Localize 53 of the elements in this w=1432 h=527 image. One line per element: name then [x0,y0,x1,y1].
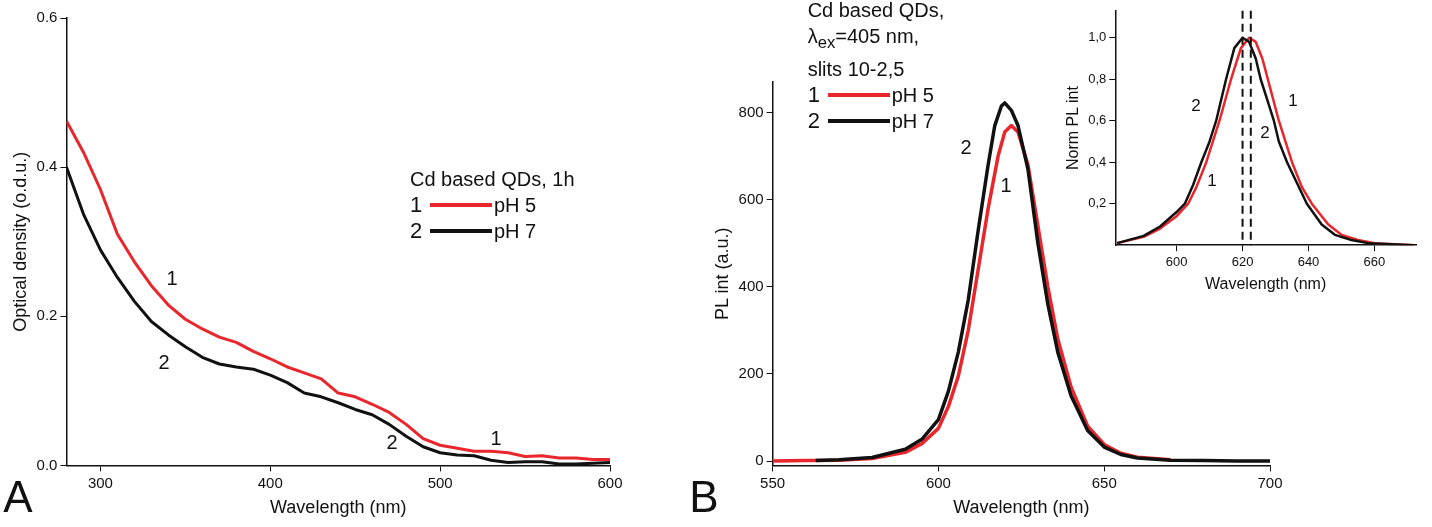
x-tick-label: 660 [1363,253,1386,269]
y-tick-label: 0.6 [36,8,58,26]
y-axis-title: Norm PL int [1064,85,1082,170]
text: 1 [410,191,423,217]
y-tick-label: 0,8 [1088,70,1107,86]
annotation: 2 [158,351,170,373]
x-tick-label: 500 [427,473,453,491]
annotation: 2 [386,431,398,453]
text: B [689,472,719,521]
x-tick-label: 650 [1091,473,1117,491]
annotation: 1 [1000,174,1012,196]
annotation: 2 [1191,95,1201,115]
legend-title: Cd based QDs, 1h [410,166,575,192]
y-tick-label: 400 [738,276,764,294]
x-axis-title: Wavelength (nm) [1205,274,1327,292]
y-tick-label: 0.0 [36,455,58,473]
x-tick-label: 600 [597,473,623,491]
text: 1 [807,82,820,107]
y-tick-label: 1,0 [1088,29,1107,45]
legend-label: pH 7 [494,218,537,244]
x-tick-label: 700 [1257,473,1283,491]
legend-label: pH 5 [494,192,537,218]
annotation: 1 [1207,170,1217,190]
y-tick-label: 0.4 [36,157,58,175]
x-axis-title: Wavelength (nm) [270,497,407,518]
x-tick-label: 640 [1297,253,1320,269]
annotation: 1 [166,267,178,289]
text: A [3,472,33,521]
y-tick-label: 0 [755,451,764,469]
legend-label: pH 7 [891,109,934,134]
y-axis-title: PL int (a.u.) [711,227,732,320]
text: 2 [807,108,820,133]
annotation: 2 [1260,122,1270,142]
y-tick-label: 0,4 [1088,153,1107,169]
x-tick-label: 300 [87,473,113,491]
y-tick-label: 200 [738,364,764,382]
x-tick-label: 620 [1231,253,1254,269]
x-axis-title: Wavelength (nm) [953,497,1090,518]
y-tick-label: 0,2 [1088,195,1107,211]
text: 2 [410,217,423,243]
x-tick-label: 400 [257,473,283,491]
x-tick-label: 600 [925,473,951,491]
x-tick-label: 550 [760,473,786,491]
annotation: 1 [1288,90,1298,110]
y-tick-label: 800 [738,102,764,120]
legend-label: pH 5 [891,83,934,108]
x-tick-label: 600 [1165,253,1188,269]
y-tick-label: 0.2 [36,306,58,324]
annotation: 1 [490,427,502,449]
annotation: 2 [960,136,972,158]
y-tick-label: 600 [738,189,764,207]
y-tick-label: 0,6 [1088,112,1107,128]
y-axis-title: Optical density (o.d.u.) [9,151,30,332]
